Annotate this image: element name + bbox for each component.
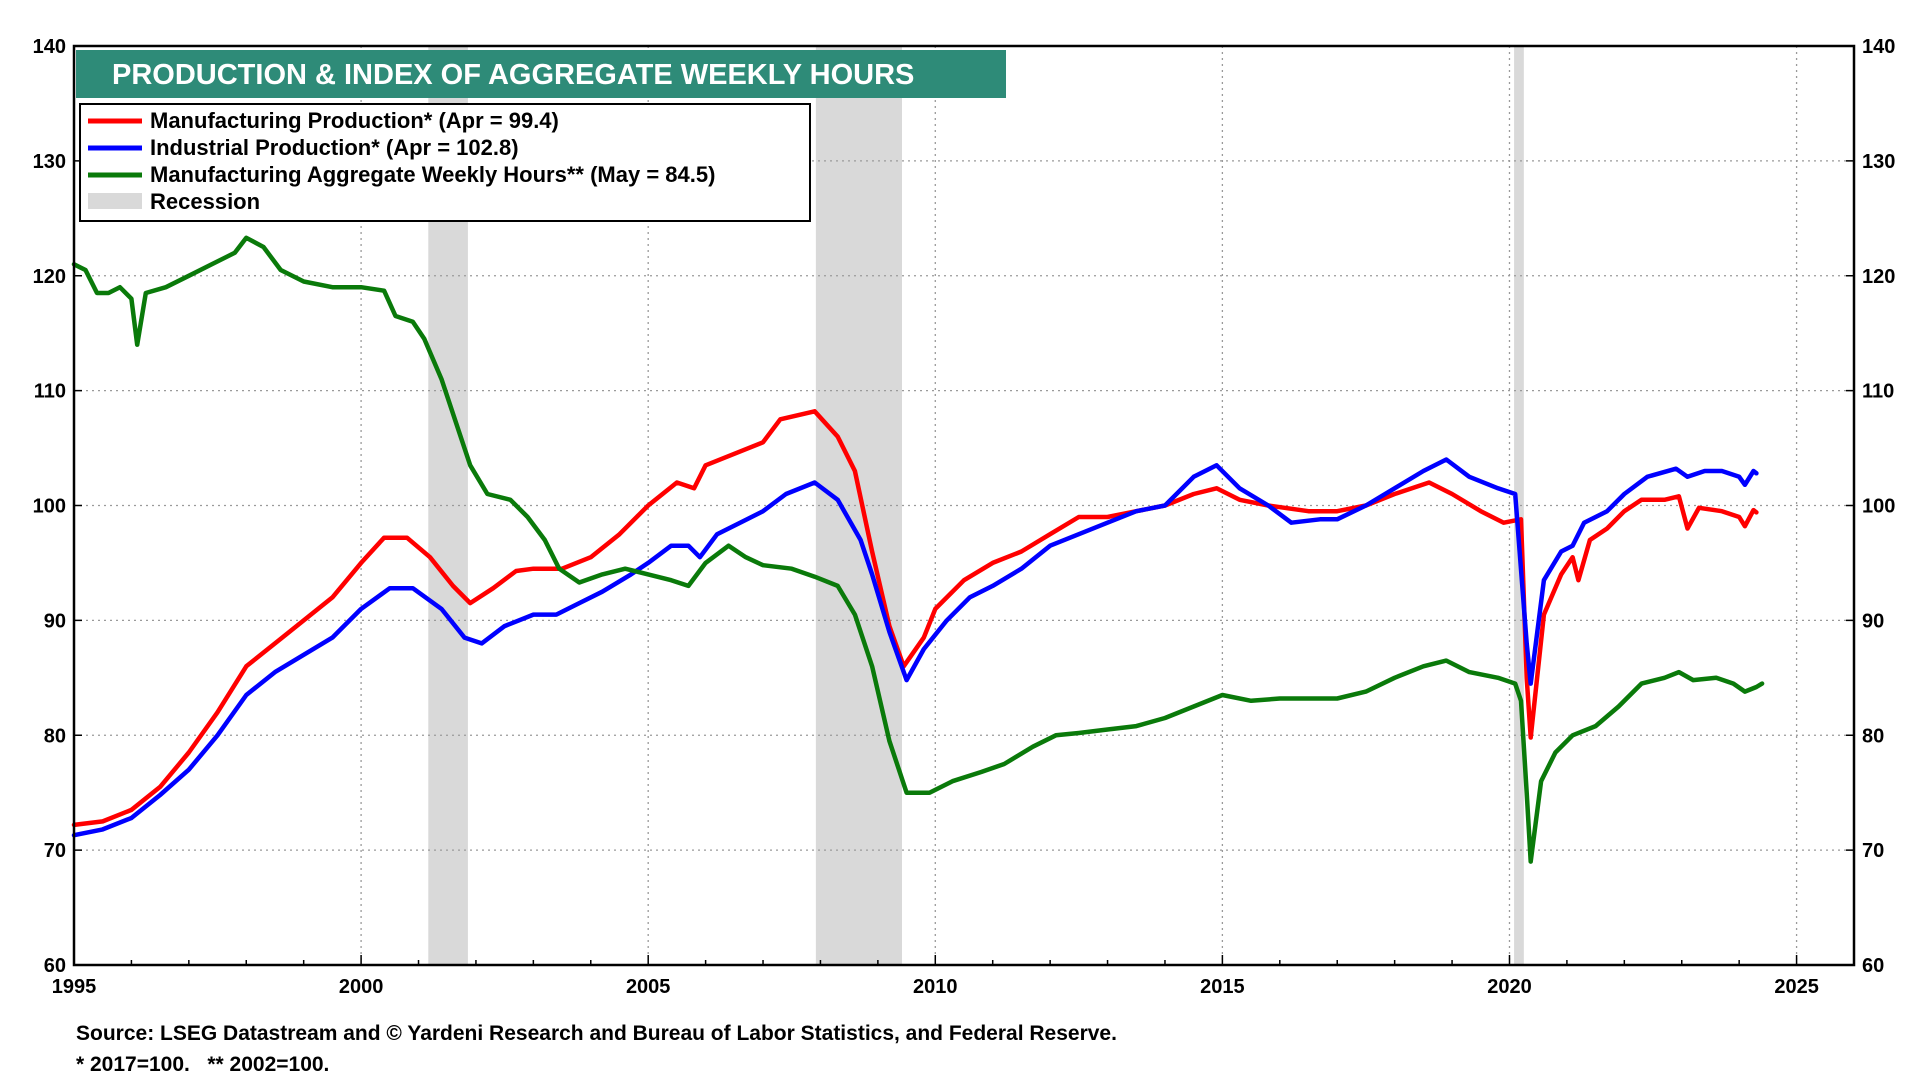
x-tick-label-2015: 2015 (1200, 976, 1245, 998)
x-tick-label-2000: 2000 (339, 976, 384, 998)
y-tick-label-right-110: 110 (1862, 381, 1894, 403)
y-tick-label-right-100: 100 (1862, 496, 1895, 518)
legend: Manufacturing Production* (Apr = 99.4) I… (79, 103, 811, 222)
chart-title: PRODUCTION & INDEX OF AGGREGATE WEEKLY H… (112, 59, 914, 91)
legend-box (79, 103, 811, 222)
y-tick-label-left-140: 140 (33, 36, 66, 58)
legend-swatch-recession (88, 193, 142, 209)
chart-title-banner: PRODUCTION & INDEX OF AGGREGATE WEEKLY H… (76, 50, 1006, 98)
x-axis: 1995 2000 2005 2010 2015 2020 2025 (52, 976, 1819, 998)
grid (74, 46, 1854, 965)
y-tick-label-right-70: 70 (1862, 840, 1884, 862)
y-axis-right: 60 70 80 90 100 110 120 130 140 (1862, 36, 1895, 977)
y-tick-label-left-130: 130 (33, 151, 66, 173)
recession-band-2 (1514, 46, 1524, 965)
legend-label-industrial: Industrial Production* (Apr = 102.8) (150, 135, 519, 160)
x-tick-label-2005: 2005 (626, 976, 671, 998)
source-note: Source: LSEG Datastream and © Yardeni Re… (76, 1022, 1117, 1045)
y-tick-label-left-60: 60 (44, 955, 66, 977)
y-tick-label-left-90: 90 (44, 610, 66, 632)
y-tick-label-right-140: 140 (1862, 36, 1895, 58)
y-tick-label-left-100: 100 (33, 496, 66, 518)
legend-label-manufacturing: Manufacturing Production* (Apr = 99.4) (150, 108, 559, 133)
y-tick-label-right-120: 120 (1862, 266, 1895, 288)
y-tick-label-right-80: 80 (1862, 725, 1884, 747)
y-tick-label-left-110: 110 (34, 381, 66, 403)
y-tick-label-left-120: 120 (33, 266, 66, 288)
y-tick-label-right-90: 90 (1862, 610, 1884, 632)
x-tick-label-1995: 1995 (52, 976, 97, 998)
base-year-note: * 2017=100. ** 2002=100. (76, 1053, 329, 1076)
series-line-0 (71, 409, 1759, 828)
x-tick-label-2010: 2010 (913, 976, 958, 998)
legend-label-weekly-hours: Manufacturing Aggregate Weekly Hours** (… (150, 162, 715, 187)
series-line-1 (71, 457, 1759, 838)
series-lines (71, 235, 1765, 864)
y-axis-left: 60 70 80 90 100 110 120 130 140 (33, 36, 66, 977)
axis-ticks (73, 45, 1855, 966)
series-line-2 (71, 235, 1765, 864)
x-tick-label-2025: 2025 (1774, 976, 1819, 998)
x-tick-label-2020: 2020 (1487, 976, 1532, 998)
y-tick-label-left-70: 70 (44, 840, 66, 862)
title-background (76, 50, 1006, 98)
y-tick-label-right-60: 60 (1862, 955, 1884, 977)
y-tick-label-right-130: 130 (1862, 151, 1895, 173)
recession-band-1 (815, 46, 902, 965)
legend-label-recession: Recession (150, 189, 260, 214)
y-tick-label-left-80: 80 (44, 725, 66, 747)
